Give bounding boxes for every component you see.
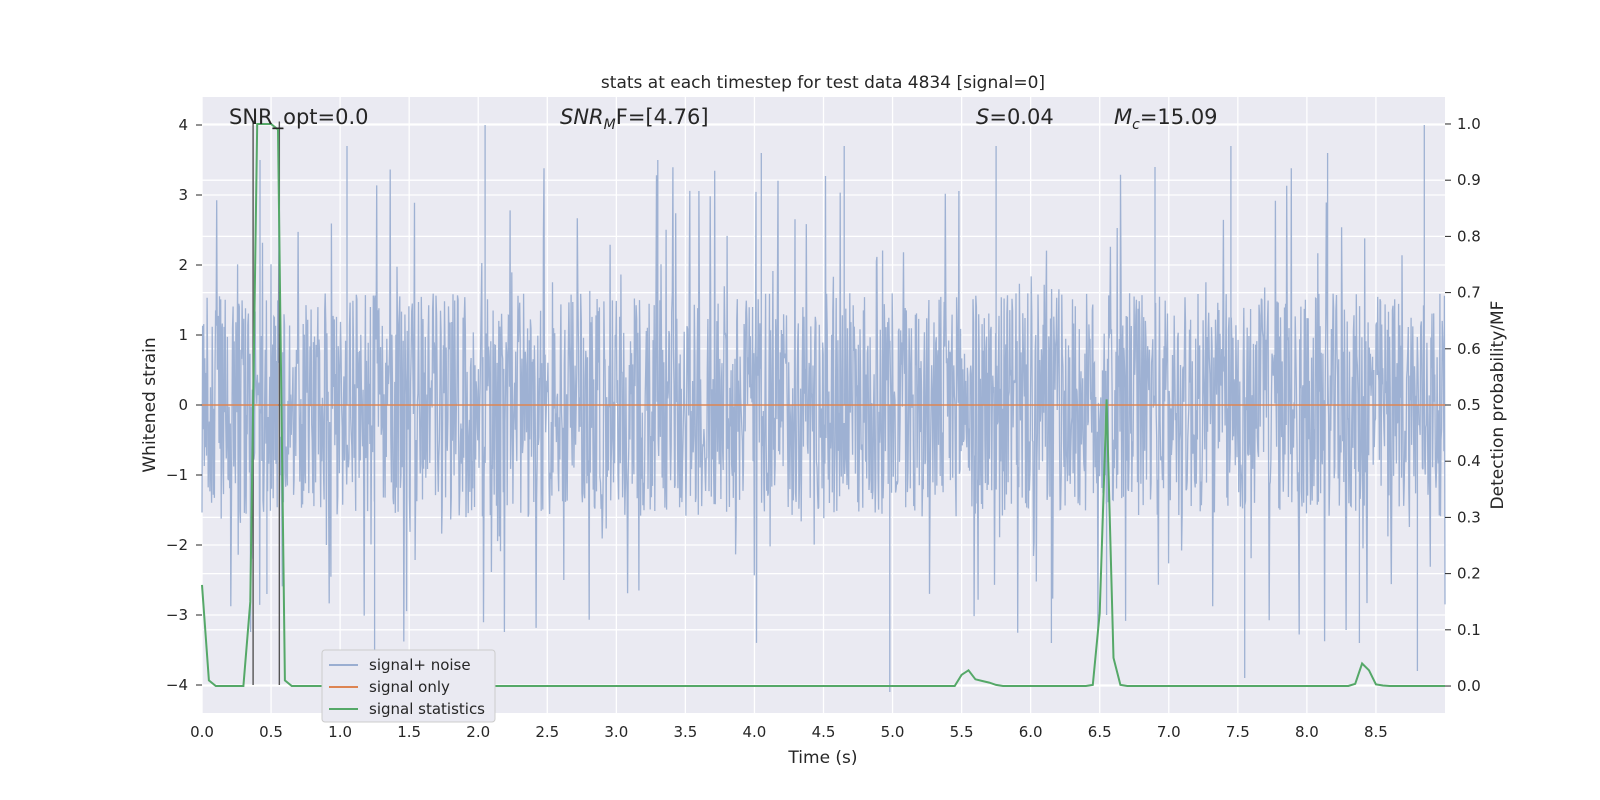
y2-tick-label: 0.8	[1457, 227, 1481, 245]
y-tick-label: −1	[166, 466, 188, 484]
x-tick-label: 8.0	[1295, 723, 1319, 741]
y-axis-label: Whitened strain	[140, 337, 160, 472]
y-tick-label: 3	[178, 186, 188, 204]
x-tick-label: 2.0	[466, 723, 490, 741]
signal-noise-series	[201, 125, 1446, 692]
annotation-main: M	[1114, 105, 1132, 129]
x-axis-label: Time (s)	[787, 748, 857, 768]
legend-label: signal only	[369, 678, 450, 696]
annotation-value: F=[4.76]	[616, 105, 709, 129]
x-tick-label: 7.5	[1226, 723, 1250, 741]
y-tick-label: −4	[166, 676, 188, 694]
y-tick-label: 4	[178, 116, 188, 134]
x-tick-label: 3.0	[604, 723, 628, 741]
annotation-4: Mc=15.09	[1114, 105, 1218, 133]
y2-tick-label: 1.0	[1457, 115, 1481, 133]
x-tick-label: 6.0	[1019, 723, 1043, 741]
chart-title: stats at each timestep for test data 483…	[601, 73, 1045, 93]
x-tick-label: 4.0	[743, 723, 767, 741]
y2-tick-label: 0.9	[1457, 171, 1481, 189]
annotation-2: SNRMF=[4.76]	[560, 105, 709, 133]
y-tick-label: 0	[178, 396, 188, 414]
legend-label: signal+ noise	[369, 656, 471, 674]
annotation-main: S	[976, 105, 989, 129]
x-tick-label: 8.5	[1364, 723, 1388, 741]
y2-tick-label: 0.1	[1457, 621, 1481, 639]
y2-tick-label: 0.6	[1457, 340, 1481, 358]
x-tick-label: 6.5	[1088, 723, 1112, 741]
annotation-1: SNR_opt=0.0	[229, 105, 369, 130]
ticks: 0.0 0.5 1.0 1.5 2.0 2.5 3.0 3.5 4.0 4.5 5.0 5.5 6.0 6…	[166, 115, 1481, 741]
y2-tick-label: 0.7	[1457, 284, 1481, 302]
x-tick-label: 3.5	[673, 723, 697, 741]
x-tick-label: 1.0	[328, 723, 352, 741]
legend-box	[321, 649, 496, 723]
x-tick-label: 7.0	[1157, 723, 1181, 741]
annotation-main: SNR_opt=0.0	[229, 105, 369, 130]
y2-tick-label: 0.2	[1457, 565, 1481, 583]
y-tick-label: 1	[178, 326, 188, 344]
annotation-value: =0.04	[989, 105, 1053, 129]
annotations: SNR_opt=0.0 SNRMF=[4.76] S=0.04 Mc=15.09	[229, 105, 1218, 133]
legend: signal+ noise signal only signal statistic…	[321, 649, 496, 723]
y2-tick-label: 0.0	[1457, 677, 1481, 695]
y2-tick-label: 0.4	[1457, 452, 1481, 470]
annotation-3: S=0.04	[976, 105, 1054, 129]
y2-tick-label: 0.3	[1457, 508, 1481, 526]
annotation-subscript: M	[604, 117, 616, 133]
x-tick-label: 0.5	[259, 723, 283, 741]
x-tick-label: 4.5	[812, 723, 836, 741]
signal-statistics-line	[201, 123, 1445, 687]
annotation-value: =15.09	[1140, 105, 1218, 129]
x-tick-label: 1.5	[397, 723, 421, 741]
overlay	[201, 121, 1445, 687]
y-tick-label: −3	[166, 606, 188, 624]
y2-axis-label: Detection probability/MF	[1488, 301, 1508, 510]
y-tick-label: −2	[166, 536, 188, 554]
x-tick-label: 5.5	[950, 723, 974, 741]
y2-tick-label: 0.5	[1457, 396, 1481, 414]
y-tick-label: 2	[178, 256, 188, 274]
annotation-subscript: c	[1132, 117, 1140, 133]
legend-label: signal statistics	[369, 700, 485, 718]
annotation-main: SNR	[560, 105, 604, 129]
x-tick-label: 0.0	[190, 723, 214, 741]
x-tick-label: 5.0	[881, 723, 905, 741]
signal-noise-line	[201, 125, 1446, 692]
x-tick-label: 2.5	[535, 723, 559, 741]
